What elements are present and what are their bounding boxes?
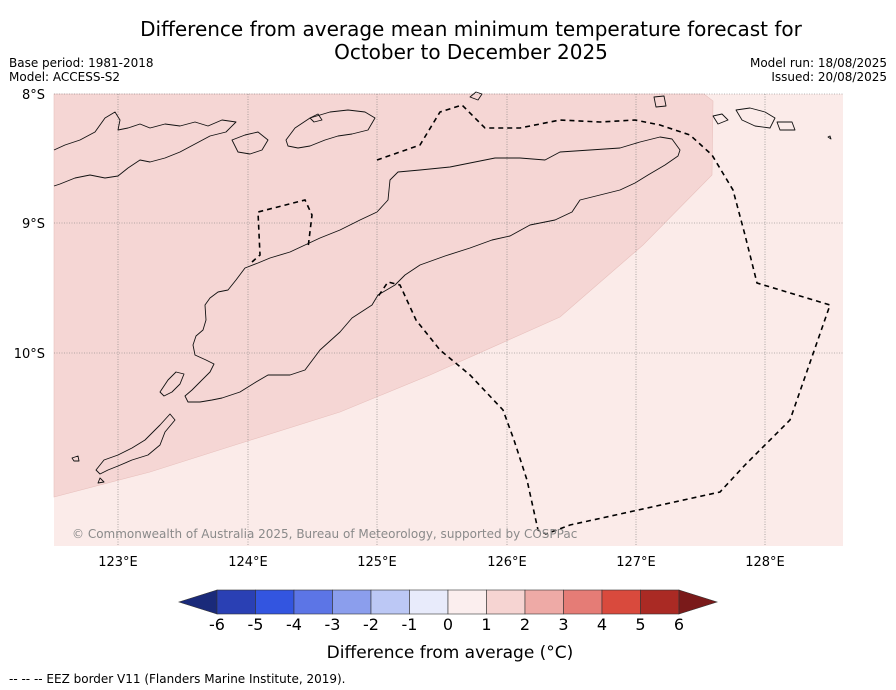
colorbar: -6 -5 -4 -3 -2 -1 0 1 2 3 4 5 6 (178, 589, 718, 634)
title-line-1: Difference from average mean minimum tem… (140, 17, 802, 41)
model-name: Model: ACCESS-S2 (9, 70, 121, 84)
ndana-coastline (71, 455, 80, 462)
colorbar-tick-label: -5 (248, 615, 264, 634)
lon-label-125e: 125°E (357, 555, 397, 570)
colorbar-swatch (255, 589, 295, 615)
damar-coastline (776, 121, 796, 131)
eez-borders (251, 104, 832, 535)
map-title: Difference from average mean minimum tem… (0, 18, 896, 64)
lon-label-124e: 124°E (228, 555, 268, 570)
islet-coastline-2 (827, 135, 832, 140)
colorbar-swatch (216, 589, 256, 615)
colorbar-tick-label: 0 (443, 615, 453, 634)
colorbar-swatch (409, 589, 449, 615)
wetar-coastline (653, 95, 667, 108)
lon-label-126e: 126°E (487, 555, 527, 570)
alor-coastline (285, 109, 376, 149)
pantar-coastline (231, 131, 269, 155)
gridlines (54, 93, 843, 546)
leti-coastline (712, 113, 729, 125)
timor-coastline (184, 136, 681, 403)
base-period: Base period: 1981-2018 (9, 56, 154, 70)
anomaly-region-1-to-2 (53, 93, 714, 498)
colorbar-swatch (370, 589, 410, 615)
colorbar-tick-label: -3 (325, 615, 341, 634)
rote-coastline (95, 413, 176, 484)
lon-label-127e: 127°E (616, 555, 656, 570)
colorbar-swatch (486, 589, 526, 615)
colorbar-label: Difference from average (°C) (326, 643, 574, 663)
title-line-2: October to December 2025 (334, 40, 608, 64)
issued-date: Issued: 20/08/2025 (771, 70, 887, 84)
colorbar-swatch (524, 589, 564, 615)
lat-label-9s: 9°S (22, 217, 45, 232)
colorbar-swatch (332, 589, 372, 615)
islet-coastline-1 (309, 113, 323, 123)
colorbar-tick-label: 4 (597, 615, 607, 634)
colorbar-swatch (293, 589, 333, 615)
colorbar-tick-label: 1 (481, 615, 491, 634)
meta-right: Model run: 18/08/2025 Issued: 20/08/2025 (750, 56, 887, 84)
atauro-coastline (469, 91, 483, 101)
colorbar-tick-label: -2 (363, 615, 379, 634)
colorbar-tick-label: -4 (286, 615, 302, 634)
colorbar-tick-label: 5 (635, 615, 645, 634)
eez-border-timor-leste (376, 104, 832, 535)
semau-coastline (159, 371, 185, 397)
lon-label-128e: 128°E (745, 555, 785, 570)
model-run: Model run: 18/08/2025 (749, 56, 887, 70)
colorbar-arrow-max (678, 589, 718, 615)
colorbar-swatch (601, 589, 641, 615)
romang-coastline (735, 107, 776, 129)
colorbar-tick-label: -6 (209, 615, 225, 634)
colorbar-tick-label: 2 (520, 615, 530, 634)
copyright-text: © Commonwealth of Australia 2025, Bureau… (72, 527, 577, 541)
coastlines (53, 91, 832, 484)
colorbar-swatch (447, 589, 487, 615)
colorbar-swatch (563, 589, 603, 615)
colorbar-tick-label: 3 (558, 615, 568, 634)
meta-left: Base period: 1981-2018 Model: ACCESS-S2 (9, 56, 154, 84)
flores-coastline (53, 111, 237, 187)
lat-label-8s: 8°S (22, 88, 45, 103)
lon-label-123e: 123°E (98, 555, 138, 570)
colorbar-tick-label: 6 (674, 615, 684, 634)
colorbar-tick-label: -1 (402, 615, 418, 634)
colorbar-swatch (640, 589, 680, 615)
eez-footnote: -- -- -- EEZ border V11 (Flanders Marine… (9, 672, 346, 686)
colorbar-arrow-min (178, 589, 218, 615)
lat-label-10s: 10°S (14, 347, 45, 362)
